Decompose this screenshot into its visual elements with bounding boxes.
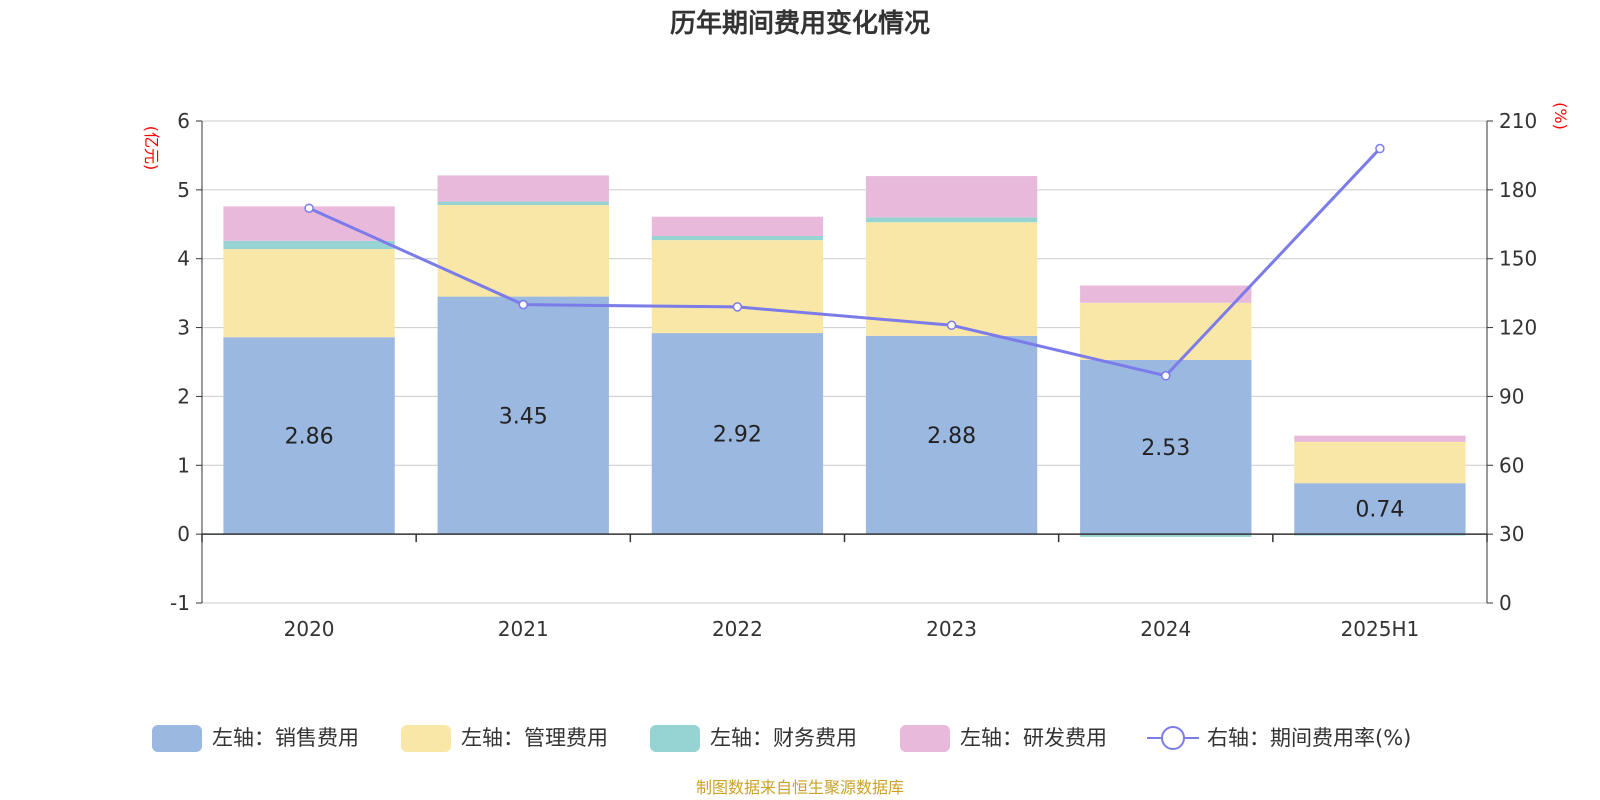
- x-tick-label: 2020: [284, 617, 335, 641]
- bar-segment: [651, 235, 824, 241]
- legend-label: 左轴：财务费用: [710, 726, 857, 750]
- bar-segment: [223, 337, 395, 535]
- source-note: 制图数据来自恒生聚源数据库: [696, 778, 904, 797]
- right-axis-unit: (%): [1551, 102, 1570, 130]
- rate-point: [1375, 143, 1385, 154]
- bar-value-label: 2.86: [285, 425, 334, 450]
- bar-segment: [651, 333, 824, 535]
- right-tick-label: 210: [1499, 109, 1537, 133]
- left-tick-label: 4: [177, 247, 190, 271]
- rate-line: [304, 143, 1385, 381]
- left-tick-label: 2: [177, 384, 190, 408]
- bar-value-label: 2.53: [1141, 436, 1190, 461]
- bar-segment: [1294, 483, 1466, 535]
- x-tick-label: 2023: [926, 617, 977, 641]
- right-tick-label: 180: [1499, 178, 1537, 202]
- bar-segment: [1294, 441, 1466, 484]
- left-axis-unit: (亿元): [142, 126, 161, 171]
- left-tick-label: 1: [177, 453, 190, 477]
- legend-marker-swatch: [1161, 726, 1185, 750]
- bar-segment: [1080, 534, 1252, 537]
- x-tick-label: 2021: [498, 617, 549, 641]
- bars: [223, 175, 1466, 537]
- bar-value-label: 3.45: [499, 404, 548, 429]
- legend-label: 左轴：研发费用: [960, 726, 1107, 750]
- chart-title: 历年期间费用变化情况: [670, 8, 930, 39]
- legend-swatch: [900, 725, 950, 752]
- left-tick-label: 5: [177, 178, 190, 202]
- legend-swatch: [152, 725, 202, 752]
- left-tick-label: 6: [177, 109, 190, 133]
- right-tick-label: 0: [1499, 591, 1512, 615]
- bar-segment: [223, 240, 395, 250]
- bar-value-label: 0.74: [1355, 498, 1404, 523]
- legend-swatch: [650, 725, 700, 752]
- rate-point: [1161, 371, 1171, 381]
- left-tick-label: -1: [170, 591, 190, 615]
- bar-segment: [1080, 285, 1252, 303]
- rate-line-path: [308, 147, 1382, 378]
- bar-segment: [437, 296, 609, 535]
- bar-segment: [865, 222, 1038, 336]
- legend-label: 右轴：期间费用率(%): [1207, 726, 1411, 750]
- bar-segment: [865, 176, 1038, 218]
- x-tick-label: 2022: [712, 617, 763, 641]
- legend-label: 左轴：销售费用: [212, 726, 359, 750]
- rate-point: [518, 299, 528, 310]
- bar-segment: [223, 249, 395, 338]
- bar-segment: [437, 205, 609, 297]
- bar-segment: [1294, 435, 1466, 442]
- legend: 左轴：销售费用 左轴：管理费用 左轴：财务费用 左轴：研发费用 右轴：期间费用率(%): [152, 725, 1411, 752]
- bar-segment: [1080, 302, 1252, 360]
- x-tick-label: 2024: [1140, 617, 1191, 641]
- bar-segment: [865, 335, 1038, 535]
- bar-value-label: 2.88: [927, 424, 976, 449]
- rate-point: [304, 203, 314, 213]
- right-tick-label: 90: [1499, 384, 1524, 408]
- left-tick-label: 0: [177, 522, 190, 546]
- bar-segment: [437, 175, 609, 202]
- legend-label: 左轴：管理费用: [461, 726, 608, 750]
- left-tick-label: 3: [177, 316, 190, 340]
- bar-segment: [437, 201, 609, 206]
- bar-segment: [651, 240, 824, 334]
- rate-point: [946, 320, 957, 331]
- rate-point: [732, 302, 743, 312]
- right-tick-label: 150: [1499, 247, 1537, 271]
- bar-segment: [1080, 359, 1252, 535]
- bar-segment: [865, 217, 1038, 223]
- bar-value-label: 2.92: [713, 423, 762, 448]
- x-tick-label: 2025H1: [1341, 617, 1420, 641]
- bar-labels: 2.86 3.45 2.92 2.88 2.53 0.74: [285, 404, 1405, 522]
- bar-segment: [651, 216, 824, 236]
- legend-swatch: [401, 725, 451, 752]
- right-tick-label: 60: [1499, 453, 1524, 477]
- right-tick-label: 30: [1499, 522, 1524, 546]
- right-tick-label: 120: [1499, 316, 1537, 340]
